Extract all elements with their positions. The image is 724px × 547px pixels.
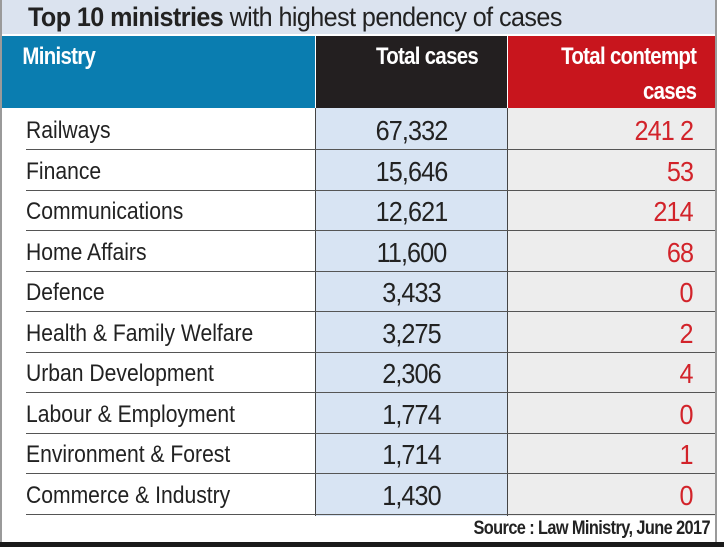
total-cases-value: 3,433 — [382, 277, 441, 308]
ministry-name: Defence — [26, 279, 105, 306]
table-row: Finance 15,646 53 — [26, 151, 715, 191]
table-row: Defence 3,433 0 — [26, 272, 715, 312]
row-separator — [26, 513, 715, 515]
contempt-cases-value: 53 — [666, 155, 694, 187]
contempt-cases-value: 0 — [679, 277, 694, 308]
table-title: Top 10 ministries with highest pendency … — [28, 1, 562, 33]
contempt-cases-value: 214 — [653, 196, 694, 227]
source-note: Source : Law Ministry, June 2017 — [473, 518, 710, 539]
table-row: Labour & Employment 1,774 0 — [26, 394, 715, 434]
table-row: Communications 12,621 214 — [26, 191, 715, 231]
row-separator — [26, 149, 715, 150]
ministry-name: Communications — [26, 198, 184, 225]
header-contempt-cases: Total contempt cases — [508, 36, 715, 108]
header-ministry: Ministry — [2, 36, 315, 108]
row-separator — [26, 351, 715, 353]
ministry-name: Railways — [26, 117, 111, 144]
row-separator — [26, 189, 715, 191]
header-total-cases: Total cases — [316, 36, 507, 108]
table-row: Environment & Forest 1,714 1 — [26, 434, 715, 474]
total-cases-value: 67,332 — [375, 115, 449, 146]
table-row: Railways 67,332 241 2 — [26, 110, 715, 150]
ministry-name: Urban Development — [26, 360, 214, 387]
contempt-cases-value: 2 — [679, 317, 694, 349]
contempt-cases-value: 0 — [679, 398, 694, 430]
ministry-name: Health & Family Welfare — [26, 319, 254, 347]
total-cases-value: 11,600 — [376, 236, 448, 268]
table-row: Commerce & Industry 1,430 0 — [26, 475, 715, 515]
total-cases-value: 12,621 — [375, 196, 449, 227]
header-contempt-line2: cases — [642, 78, 697, 105]
ministry-name: Environment & Forest — [26, 441, 231, 468]
total-cases-value: 2,306 — [382, 358, 441, 389]
total-column-background — [316, 108, 507, 516]
contempt-cases-value: 241 2 — [634, 115, 693, 146]
bottom-border — [0, 542, 724, 547]
contempt-cases-value: 68 — [666, 236, 694, 268]
total-cases-value: 1,430 — [382, 479, 441, 511]
header-total-label: Total cases — [375, 43, 479, 70]
title-bold: Top 10 ministries — [28, 2, 224, 32]
title-bar: Top 10 ministries with highest pendency … — [2, 0, 715, 34]
row-separator — [26, 270, 715, 272]
ministry-name: Finance — [26, 157, 102, 185]
contempt-cases-value: 4 — [679, 358, 694, 389]
column-divider — [507, 108, 508, 516]
header-ministry-label: Ministry — [22, 43, 96, 70]
table-row: Health & Family Welfare 3,275 2 — [26, 313, 715, 353]
contempt-cases-value: 0 — [679, 479, 694, 511]
total-cases-value: 3,275 — [382, 317, 441, 349]
header-contempt-line1: Total contempt — [561, 43, 697, 70]
ministry-name: Commerce & Industry — [26, 481, 231, 509]
total-cases-value: 1,774 — [382, 398, 441, 430]
ministry-name: Labour & Employment — [26, 400, 235, 428]
row-separator — [26, 432, 715, 434]
ministry-name: Home Affairs — [26, 238, 147, 266]
table-row: Home Affairs 11,600 68 — [26, 232, 715, 272]
row-separator — [26, 392, 715, 393]
total-cases-value: 1,714 — [382, 439, 441, 470]
title-rest: with highest pendency of cases — [223, 2, 563, 32]
table-row: Urban Development 2,306 4 — [26, 353, 715, 393]
contempt-cases-value: 1 — [679, 439, 694, 470]
row-separator — [26, 230, 715, 231]
contempt-column-background — [508, 108, 715, 516]
total-cases-value: 15,646 — [375, 155, 449, 187]
column-divider — [315, 108, 316, 516]
row-separator — [26, 311, 715, 312]
row-separator — [26, 473, 715, 474]
